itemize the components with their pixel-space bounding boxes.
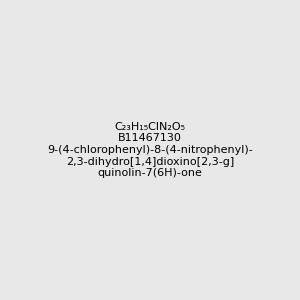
Text: C₂₃H₁₅ClN₂O₅
B11467130
9-(4-chlorophenyl)-8-(4-nitrophenyl)-
2,3-dihydro[1,4]dio: C₂₃H₁₅ClN₂O₅ B11467130 9-(4-chlorophenyl…	[47, 122, 253, 178]
